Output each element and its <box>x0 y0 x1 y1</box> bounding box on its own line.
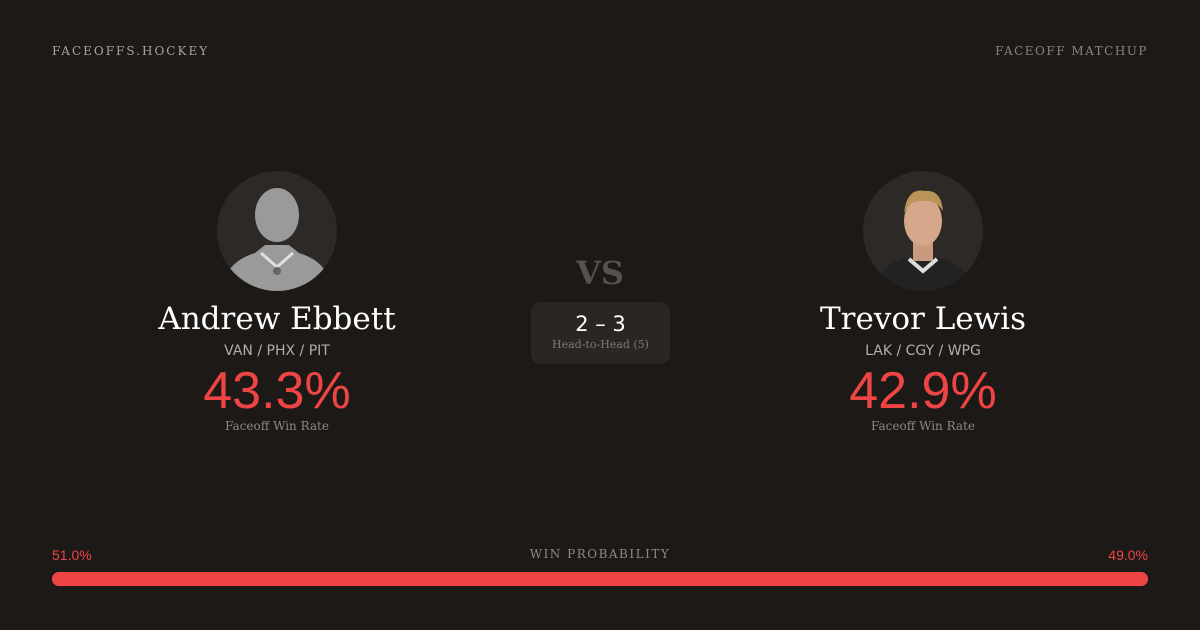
win-prob-right-segment <box>610 572 1148 586</box>
h2h-label: Head-to-Head (5) <box>552 338 649 351</box>
vs-label: VS <box>576 254 624 292</box>
player-teams: VAN / PHX / PIT <box>224 343 330 359</box>
win-probability-bar <box>52 572 1148 586</box>
win-rate-label: Faceoff Win Rate <box>225 419 329 433</box>
player-photo <box>873 190 973 291</box>
win-rate: 43.3% <box>203 362 351 420</box>
brand-logo-text: FACEOFFS.HOCKEY <box>52 44 210 58</box>
win-prob-left-segment <box>52 572 611 586</box>
avatar <box>217 171 337 291</box>
silhouette-icon <box>225 188 329 291</box>
player-teams: LAK / CGY / WPG <box>865 343 981 359</box>
head-to-head-card: 2 – 3 Head-to-Head (5) <box>531 302 670 364</box>
player-name: Andrew Ebbett <box>158 301 396 337</box>
player-right: Trevor Lewis LAK / CGY / WPG 42.9% Faceo… <box>743 171 1103 433</box>
win-prob-right: 49.0% <box>1108 547 1148 563</box>
win-prob-left: 51.0% <box>52 547 92 563</box>
avatar <box>863 171 983 291</box>
page-tag: FACEOFF MATCHUP <box>995 44 1148 58</box>
player-left: Andrew Ebbett VAN / PHX / PIT 43.3% Face… <box>97 171 457 433</box>
h2h-score: 2 – 3 <box>575 312 626 336</box>
player-name: Trevor Lewis <box>820 301 1026 337</box>
win-rate-label: Faceoff Win Rate <box>871 419 975 433</box>
win-rate: 42.9% <box>849 362 997 420</box>
win-prob-title: WIN PROBABILITY <box>529 547 671 561</box>
